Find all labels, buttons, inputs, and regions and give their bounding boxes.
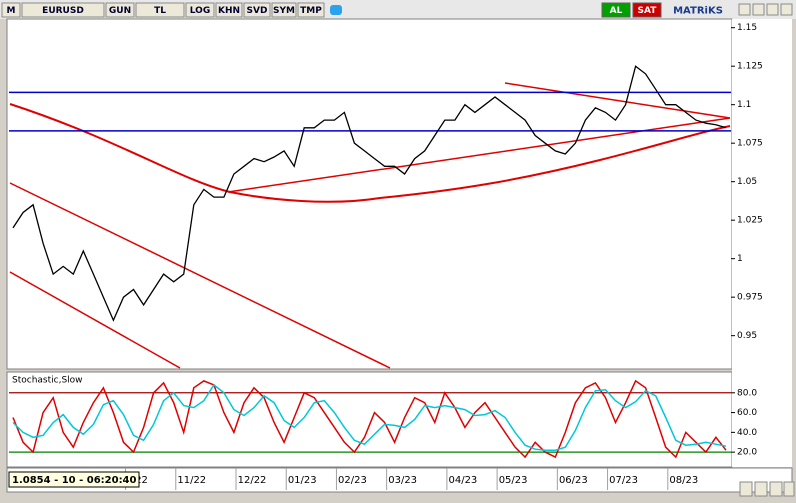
brand: MATRiKS <box>673 6 723 17</box>
indicator-line <box>12 383 727 451</box>
toolbar-button-label: GUN <box>109 6 131 16</box>
window-button[interactable] <box>752 3 765 16</box>
price-pane <box>6 18 733 370</box>
x-tick-label: 03/23 <box>388 475 417 486</box>
x-tick-label: 12/22 <box>238 475 267 486</box>
y-tick-label: 1.05 <box>737 177 757 187</box>
y-tick-label: 1.025 <box>737 216 763 226</box>
moving-average <box>9 103 731 203</box>
y-tick-label: 1 <box>737 254 743 264</box>
trade-button[interactable] <box>601 2 631 18</box>
toolbar-button[interactable] <box>297 2 325 18</box>
y-tick-label: 80.0 <box>737 388 757 398</box>
window-button[interactable] <box>766 3 779 16</box>
toolbar-button-label: M <box>7 6 16 16</box>
trade-button-label: SAT <box>638 6 658 16</box>
y-tick-label: 60.0 <box>737 408 757 418</box>
trend-line <box>504 82 731 119</box>
channel-line <box>9 182 391 369</box>
channel-line <box>9 271 181 369</box>
x-tick-label: 04/23 <box>448 475 477 486</box>
x-tick-label: 08/23 <box>669 475 698 486</box>
y-tick-label: 20.0 <box>737 448 757 458</box>
value-axis <box>732 19 792 467</box>
toolbar-button[interactable] <box>271 2 297 18</box>
toolbar-button[interactable] <box>243 2 271 18</box>
toolbar-button[interactable] <box>21 2 105 18</box>
status-box <box>8 471 140 488</box>
toolbar-button-label: SVD <box>247 6 268 16</box>
x-tick-label: 11/22 <box>177 475 206 486</box>
indicator-title: Stochastic,Slow <box>12 376 83 386</box>
toolbar-button-label: KHN <box>218 6 240 16</box>
scroll-controls <box>739 481 795 497</box>
y-tick-label: 1.15 <box>737 23 757 33</box>
toolbar-button-label: LOG <box>190 6 210 16</box>
toolbar-button-label: TMP <box>300 6 322 16</box>
y-tick-label: 1.075 <box>737 139 763 149</box>
scroll-button[interactable] <box>739 481 753 497</box>
y-tick-label: 40.0 <box>737 428 757 438</box>
toolbar-button[interactable] <box>185 2 215 18</box>
x-tick-label: 22 <box>135 475 148 486</box>
toolbar-button[interactable] <box>1 2 21 18</box>
toolbar-button[interactable] <box>135 2 185 18</box>
x-tick-label: 01/23 <box>288 475 317 486</box>
status-text: 1.0854 - 10 - 06:20:40 <box>12 475 137 486</box>
y-tick-label: 1.125 <box>737 62 763 72</box>
window-button[interactable] <box>738 3 751 16</box>
trade-button[interactable] <box>632 2 662 18</box>
x-tick-label: 05/23 <box>499 475 528 486</box>
toolbar-button[interactable] <box>215 2 243 18</box>
scroll-button[interactable] <box>754 481 768 497</box>
scroll-button[interactable] <box>769 481 783 497</box>
y-tick-label: 0.95 <box>737 331 757 341</box>
scroll-button[interactable] <box>783 481 795 497</box>
toolbar-button-label: TL <box>154 6 166 16</box>
toolbar-button-label: SYM <box>273 6 295 16</box>
trade-button-label: AL <box>610 6 623 16</box>
y-tick-label: 1.1 <box>737 100 751 110</box>
x-tick-label: 07/23 <box>609 475 638 486</box>
price-line <box>12 65 727 322</box>
indicator-line <box>12 379 727 459</box>
x-tick-label: 06/23 <box>559 475 588 486</box>
toolbar-button[interactable] <box>105 2 135 18</box>
y-tick-label: 0.975 <box>737 293 763 303</box>
window-button[interactable] <box>780 3 793 16</box>
toolbar-button-label: EURUSD <box>42 6 84 16</box>
twitter-icon[interactable] <box>330 5 342 15</box>
x-tick-label: 02/23 <box>338 475 367 486</box>
